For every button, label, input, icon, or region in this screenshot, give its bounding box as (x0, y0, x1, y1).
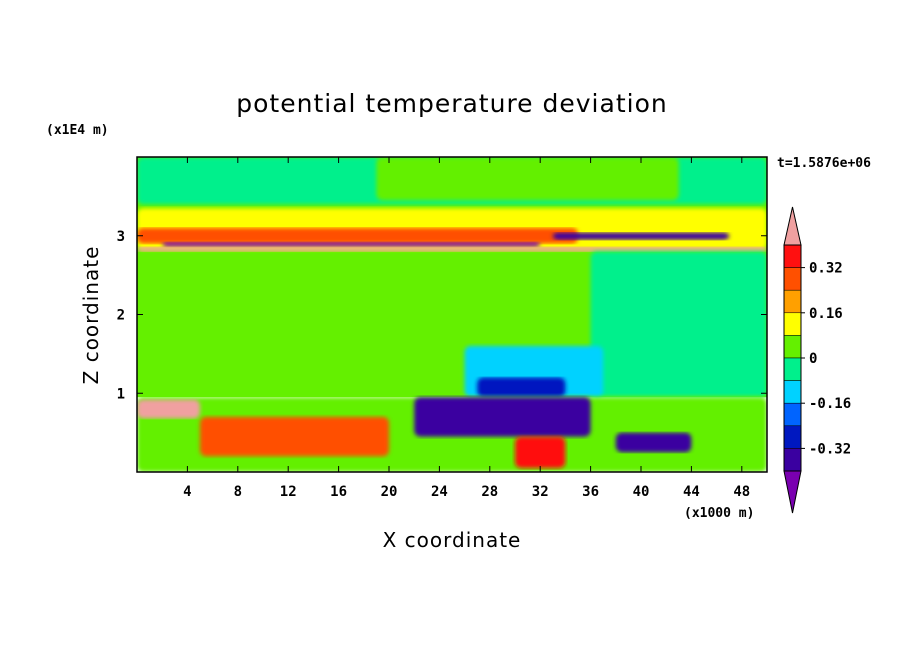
colorbar-segment (783, 244, 802, 268)
contour-region (477, 377, 566, 398)
y-tick-label: 3 (117, 229, 125, 245)
y-axis-label: Z coordinate (79, 246, 103, 385)
colorbar-label: -0.32 (809, 441, 851, 457)
y-unit-label: (x1E4 m) (46, 123, 109, 138)
contour-region (162, 242, 541, 247)
colorbar-label: -0.16 (809, 396, 851, 412)
colorbar-segment (783, 425, 802, 449)
colorbar-label: 0 (809, 351, 817, 367)
colorbar-segment (783, 267, 802, 291)
contour-region (376, 157, 679, 201)
colorbar-segment (783, 357, 802, 381)
colorbar: 0.32 0.16 0 -0.16 -0.32 (783, 206, 851, 514)
x-tick-label: 8 (234, 484, 242, 500)
x-tick-label: 16 (330, 484, 347, 500)
colorbar-segment (783, 402, 802, 427)
x-tick-label: 4 (183, 484, 191, 500)
y-axis-ticks: 1 2 3 (117, 229, 767, 402)
contour-region (615, 432, 692, 453)
x-tick-label: 44 (683, 484, 700, 500)
contour-region (515, 436, 566, 469)
x-tick-label: 12 (280, 484, 297, 500)
contour-region (590, 251, 767, 398)
x-tick-label: 36 (582, 484, 599, 500)
contour-region (137, 246, 767, 252)
contour-region (414, 397, 591, 437)
time-label: t=1.5876e+06 (777, 156, 871, 171)
colorbar-segment (783, 335, 802, 359)
contour-region (552, 232, 730, 240)
contour-region (137, 399, 200, 419)
colorbar-segment (783, 312, 802, 336)
contour-regions (137, 157, 767, 472)
contour-region (200, 416, 389, 457)
x-tick-label: 48 (733, 484, 750, 500)
colorbar-segment (783, 448, 802, 472)
x-unit-label: (x1000 m) (684, 506, 754, 521)
colorbar-top-arrow (783, 206, 802, 246)
colorbar-bottom-arrow (783, 470, 802, 514)
x-tick-label: 24 (431, 484, 448, 500)
colorbar-segment (783, 289, 802, 314)
chart-title: potential temperature deviation (236, 89, 667, 118)
x-axis-label: X coordinate (383, 528, 522, 552)
x-tick-label: 20 (381, 484, 398, 500)
colorbar-label: 0.32 (809, 261, 843, 277)
x-tick-label: 28 (481, 484, 498, 500)
colorbar-segment (783, 380, 802, 404)
x-axis-ticks: 4 8 12 16 20 24 28 32 36 40 44 48 (183, 157, 750, 500)
colorbar-label: 0.16 (809, 306, 843, 322)
contour-region (137, 227, 578, 244)
y-tick-label: 1 (117, 386, 125, 402)
y-tick-label: 2 (117, 308, 125, 324)
x-tick-label: 32 (532, 484, 549, 500)
x-tick-label: 40 (633, 484, 650, 500)
